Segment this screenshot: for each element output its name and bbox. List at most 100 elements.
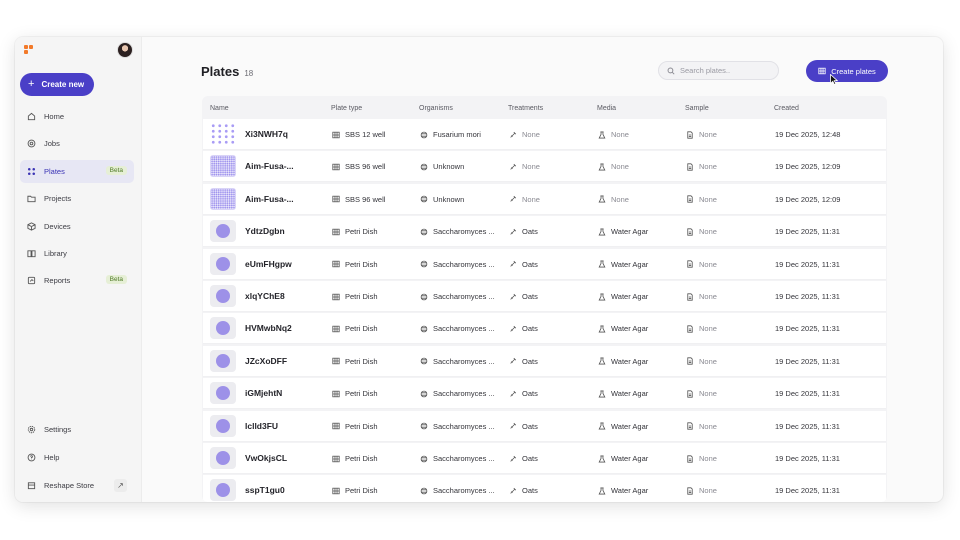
cell-treatment-text: None (522, 194, 540, 204)
cell-media-text: None (611, 194, 629, 204)
cell-plate-type: SBS 12 well (332, 130, 385, 139)
avatar[interactable] (117, 42, 133, 58)
media-icon (598, 163, 606, 171)
create-new-button[interactable]: + Create new (20, 73, 94, 96)
column-header-name[interactable]: Name (210, 105, 229, 112)
sidebar-item-jobs[interactable]: Jobs (20, 132, 134, 155)
organism-icon (420, 131, 428, 139)
cell-plate-type-text: Petri Dish (345, 421, 378, 431)
table-row[interactable]: VwOkjsCL Petri Dish Saccharomyces ... Oats W… (203, 443, 886, 474)
organism-icon (420, 195, 428, 203)
cell-name[interactable]: lclld3FU (245, 420, 279, 431)
cell-name[interactable]: iGMjehtN (245, 388, 283, 399)
table-row[interactable]: xlqYChE8 Petri Dish Saccharomyces ... Oats W… (203, 281, 886, 312)
sidebar-item-settings[interactable]: Settings (20, 418, 134, 441)
cell-name[interactable]: xlqYChE8 (245, 291, 285, 301)
column-header-treatments[interactable]: Treatments (508, 105, 544, 112)
cell-treatment-text: Oats (522, 454, 538, 463)
cell-sample-text: None (699, 486, 717, 496)
cell-organism-text: Saccharomyces ... (433, 324, 495, 334)
external-link-icon[interactable]: ↗ (114, 479, 127, 492)
create-plates-button[interactable]: Create plates (806, 60, 888, 82)
cell-created: 19 Dec 2025, 11:31 (775, 454, 840, 463)
table-row[interactable]: iGMjehtN Petri Dish Saccharomyces ... Oats W… (203, 378, 886, 410)
cell-name[interactable]: sspT1gu0 (245, 485, 285, 496)
table-row[interactable]: lclld3FU Petri Dish Saccharomyces ... Oats W… (203, 410, 886, 442)
help-icon (27, 453, 36, 462)
plate-type-icon (332, 228, 340, 236)
cell-treatment-text: Oats (522, 227, 538, 237)
cell-treatment-text: Oats (522, 356, 538, 366)
cell-media-text: None (611, 130, 629, 139)
cell-name[interactable]: VwOkjsCL (245, 453, 288, 463)
sidebar-item-library[interactable]: Library (20, 242, 134, 265)
jobs-icon (27, 139, 36, 148)
column-header-plate-type[interactable]: Plate type (331, 105, 363, 112)
sidebar-item-help[interactable]: Help (20, 446, 134, 469)
sidebar-item-devices[interactable]: Devices (20, 215, 134, 238)
cell-name[interactable]: YdtzDgbn (245, 226, 285, 237)
cell-treatment: None (509, 162, 540, 171)
column-header-created[interactable]: Created (774, 105, 799, 112)
cell-media-text: Water Agar (611, 227, 649, 237)
app-window: + Create new Home Jobs Plates Beta Proje… (15, 37, 943, 502)
table-row[interactable]: eUmFHgpw Petri Dish Saccharomyces ... Oats W… (203, 248, 886, 280)
cell-organism-text: Saccharomyces ... (433, 356, 495, 366)
cell-created-text: 19 Dec 2025, 11:31 (775, 324, 840, 334)
table-row[interactable]: JZcXoDFF Petri Dish Saccharomyces ... Oats W… (203, 345, 886, 377)
cell-organism: Saccharomyces ... (420, 324, 495, 333)
column-header-organisms[interactable]: Organisms (419, 105, 453, 112)
cell-organism-text: Unknown (433, 194, 465, 204)
cell-media-text: Water Agar (611, 324, 649, 334)
column-header-media[interactable]: Media (597, 105, 617, 112)
search-input[interactable]: Search plates.. (658, 61, 779, 80)
cell-plate-type: SBS 96 well (332, 195, 385, 204)
cell-treatment: Oats (509, 227, 538, 236)
create-plates-label: Create plates (831, 66, 876, 76)
cell-media: Water Agar (598, 260, 648, 269)
sidebar-item-plates[interactable]: Plates Beta (20, 160, 134, 183)
cell-name[interactable]: Aim-Fusa-... (245, 193, 294, 204)
sidebar-item-reshape-store[interactable]: Reshape Store ↗ (20, 474, 134, 497)
plate-thumbnail (210, 317, 236, 340)
sidebar-item-projects[interactable]: Projects (20, 187, 134, 210)
media-icon (598, 131, 606, 139)
organism-icon (420, 390, 428, 398)
table-row[interactable]: YdtzDgbn Petri Dish Saccharomyces ... Oats W… (203, 216, 886, 248)
sample-icon (686, 195, 694, 203)
table-row[interactable]: Aim-Fusa-... SBS 96 well Unknown None None No… (203, 183, 886, 215)
cell-created: 19 Dec 2025, 11:31 (775, 227, 840, 236)
cell-sample: None (686, 389, 717, 398)
cell-name[interactable]: Aim-Fusa-... (245, 161, 294, 172)
cell-media: Water Agar (598, 422, 648, 431)
organism-icon (420, 455, 428, 463)
table-row[interactable]: HVMwbNq2 Petri Dish Saccharomyces ... Oats W… (203, 313, 886, 345)
app-logo[interactable] (24, 45, 34, 55)
cell-plate-type-text: Petri Dish (345, 454, 378, 463)
cell-treatment: Oats (509, 324, 538, 333)
table-row[interactable]: Xi3NWH7q SBS 12 well Fusarium mori None None… (203, 119, 886, 150)
cell-organism-text: Saccharomyces ... (433, 389, 495, 399)
treatment-icon (509, 390, 517, 398)
cell-created-text: 19 Dec 2025, 11:31 (775, 486, 840, 496)
table-row[interactable]: sspT1gu0 Petri Dish Saccharomyces ... Oats W… (203, 475, 886, 502)
cell-organism: Unknown (420, 195, 464, 204)
cell-name[interactable]: Xi3NWH7q (245, 129, 288, 139)
column-header-sample[interactable]: Sample (685, 105, 709, 112)
table-row[interactable]: Aim-Fusa-... SBS 96 well Unknown None None No… (203, 151, 886, 183)
sidebar-item-home[interactable]: Home (20, 105, 134, 128)
cell-plate-type-text: Petri Dish (345, 389, 378, 399)
cell-name[interactable]: HVMwbNq2 (245, 323, 292, 334)
organism-icon (420, 293, 428, 301)
treatment-icon (509, 260, 517, 268)
cell-media-text: Water Agar (611, 259, 649, 269)
cell-treatment: None (509, 195, 540, 204)
sidebar-item-reports[interactable]: Reports Beta (20, 269, 134, 292)
sidebar: + Create new Home Jobs Plates Beta Proje… (15, 37, 142, 502)
cell-organism: Unknown (420, 162, 464, 171)
cell-created: 19 Dec 2025, 11:31 (775, 422, 840, 431)
cell-name[interactable]: JZcXoDFF (245, 355, 288, 366)
cell-media: Water Agar (598, 486, 648, 495)
plate-type-icon (332, 293, 340, 301)
cell-name[interactable]: eUmFHgpw (245, 258, 292, 269)
